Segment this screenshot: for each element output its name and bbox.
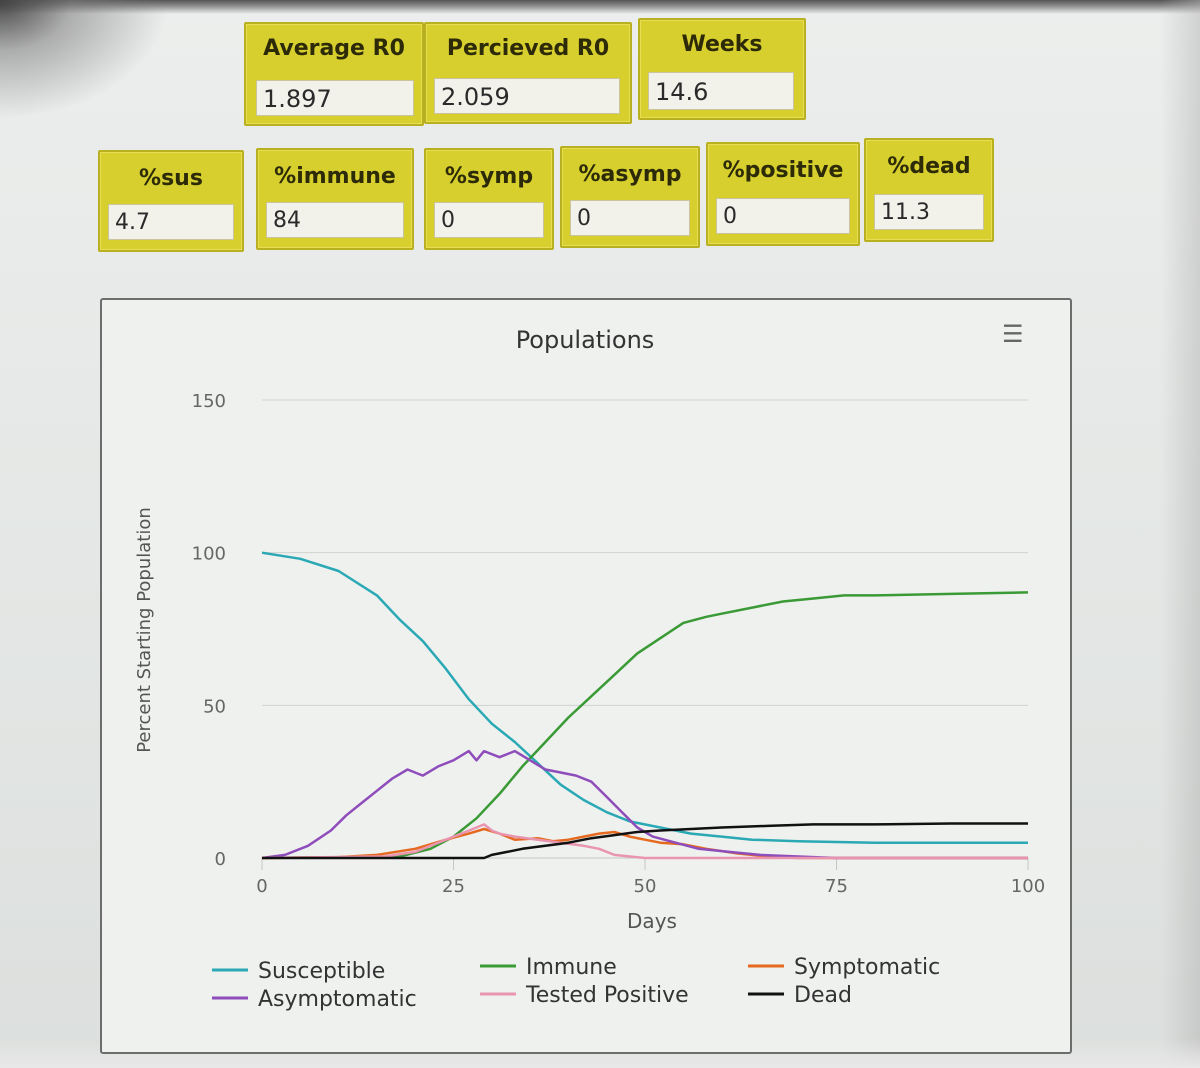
populations-plot [100,298,1072,1054]
series-line-susceptible [261,551,1028,844]
monitor-label: %asymp [578,162,682,187]
legend-label-symptomatic: Symptomatic [794,955,940,980]
series-line-tested-positive [261,823,1028,860]
monitor-value: 2.059 [434,78,620,114]
screen-right-shade [1160,0,1200,1068]
monitor-value: 84 [266,202,404,238]
monitor-value: 1.897 [256,80,414,116]
average-r0-monitor: Average R0 1.897 [244,22,424,126]
pct-asymptomatic-monitor: %asymp 0 [560,146,700,248]
x-tick-label: 0 [256,876,267,897]
monitor-value: 0 [434,202,544,238]
monitor-value: 11.3 [874,194,984,230]
x-tick-label: 50 [634,876,657,897]
series-line-asymptomatic [261,749,1028,860]
legend-label-tested-positive: Tested Positive [525,983,689,1008]
y-tick-label: 150 [192,391,226,412]
menu-icon[interactable]: ☰ [1002,320,1024,348]
monitor-value: 0 [570,200,690,236]
monitor-value: 4.7 [108,204,234,240]
x-axis-label: Days [627,909,677,933]
y-tick-label: 0 [215,849,226,870]
legend-label-immune: Immune [526,955,617,980]
series-lines [261,551,1029,860]
y-tick-label: 100 [192,544,226,565]
pct-symptomatic-monitor: %symp 0 [424,148,554,250]
monitor-value: 0 [716,198,850,234]
legend: Susceptible Asymptomatic Immune Tested Posi… [212,955,940,1012]
monitor-label: %symp [444,164,534,189]
monitor-label: %sus [139,166,203,191]
legend-label-asymptomatic: Asymptomatic [258,987,417,1012]
screen-bezel [0,0,1200,14]
monitor-label: %dead [887,154,971,179]
monitor-label: Average R0 [263,36,405,61]
pct-immune-monitor: %immune 84 [256,148,414,250]
monitor-value: 14.6 [648,72,794,110]
series-line-dead [262,822,1028,860]
axes: 0 50 100 150 0 25 50 75 100 [192,391,1046,897]
legend-label-dead: Dead [794,983,852,1008]
monitor-label: %positive [722,158,844,183]
legend-label-susceptible: Susceptible [258,959,385,984]
pct-susceptible-monitor: %sus 4.7 [98,150,244,252]
monitor-label: Weeks [681,32,763,57]
x-tick-label: 100 [1011,876,1045,897]
chart-title: Populations [516,326,655,354]
y-tick-label: 50 [203,696,226,717]
monitor-label: Percieved R0 [446,36,610,61]
weeks-monitor: Weeks 14.6 [638,18,806,120]
x-tick-label: 75 [825,876,848,897]
x-tick-label: 25 [442,876,465,897]
screen-corner-shadow [0,0,170,120]
pct-positive-monitor: %positive 0 [706,142,860,246]
monitor-label: %immune [274,164,396,189]
pct-dead-monitor: %dead 11.3 [864,138,994,242]
series-line-immune [261,591,1029,860]
y-axis-label: Percent Starting Population [134,507,155,753]
percieved-r0-monitor: Percieved R0 2.059 [424,22,632,124]
